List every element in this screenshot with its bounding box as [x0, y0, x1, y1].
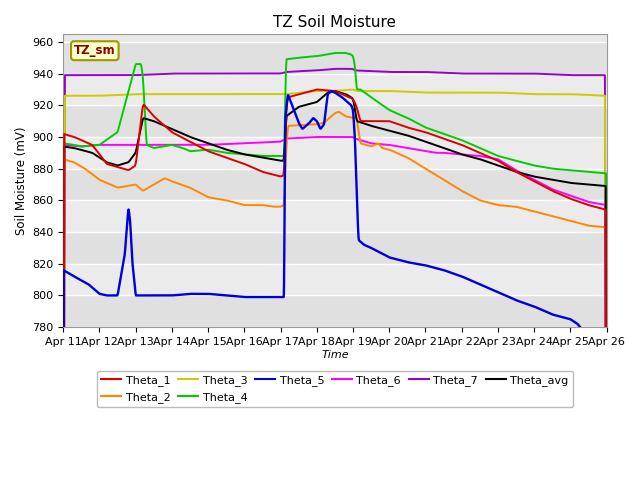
Bar — [63, 42, 607, 73]
Bar — [63, 137, 607, 168]
X-axis label: Time: Time — [321, 349, 349, 360]
Bar — [63, 168, 607, 200]
Bar — [63, 232, 607, 264]
Legend: Theta_1, Theta_2, Theta_3, Theta_4, Theta_5, Theta_6, Theta_7, Theta_avg: Theta_1, Theta_2, Theta_3, Theta_4, Thet… — [97, 371, 573, 407]
Bar — [63, 73, 607, 105]
Title: TZ Soil Moisture: TZ Soil Moisture — [273, 15, 396, 30]
Bar — [63, 200, 607, 232]
Text: TZ_sm: TZ_sm — [74, 44, 116, 57]
Bar — [63, 105, 607, 137]
Bar — [63, 296, 607, 327]
Y-axis label: Soil Moisture (mV): Soil Moisture (mV) — [15, 126, 28, 235]
Bar — [63, 264, 607, 296]
